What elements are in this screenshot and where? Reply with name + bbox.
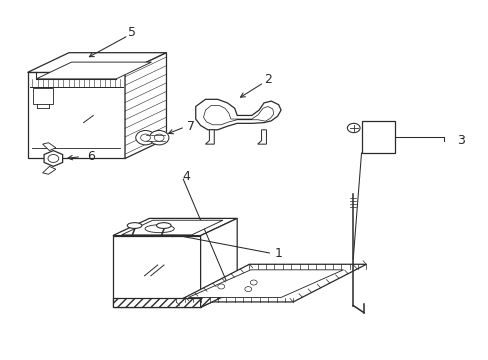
Polygon shape [205, 130, 214, 144]
Polygon shape [27, 72, 125, 158]
Circle shape [250, 280, 257, 285]
Text: 5: 5 [128, 27, 136, 40]
Circle shape [136, 131, 155, 145]
Circle shape [154, 134, 163, 141]
Polygon shape [113, 235, 200, 307]
Text: 7: 7 [186, 120, 194, 133]
Polygon shape [122, 220, 223, 235]
Text: 4: 4 [182, 170, 189, 183]
Polygon shape [203, 105, 273, 125]
Ellipse shape [127, 223, 142, 228]
Text: 1: 1 [274, 247, 282, 260]
Circle shape [346, 123, 359, 133]
Circle shape [48, 154, 59, 162]
Polygon shape [44, 150, 62, 166]
Polygon shape [113, 219, 237, 235]
Ellipse shape [156, 223, 171, 228]
Polygon shape [188, 270, 343, 297]
Text: 2: 2 [264, 73, 271, 86]
Polygon shape [36, 62, 151, 79]
Polygon shape [195, 99, 281, 130]
Ellipse shape [145, 225, 174, 233]
Circle shape [149, 131, 168, 145]
Polygon shape [42, 143, 56, 150]
Circle shape [244, 287, 251, 292]
Bar [361, 121, 394, 153]
Bar [145, 135, 164, 140]
Polygon shape [257, 130, 266, 144]
Polygon shape [42, 166, 56, 174]
Bar [33, 88, 53, 104]
Polygon shape [27, 53, 166, 72]
Polygon shape [176, 264, 366, 302]
Text: 3: 3 [457, 134, 465, 147]
Circle shape [141, 134, 150, 141]
Polygon shape [200, 281, 237, 307]
Bar [113, 298, 200, 307]
Text: 6: 6 [87, 150, 95, 163]
Circle shape [217, 284, 224, 289]
Polygon shape [200, 219, 237, 307]
Polygon shape [125, 53, 166, 158]
